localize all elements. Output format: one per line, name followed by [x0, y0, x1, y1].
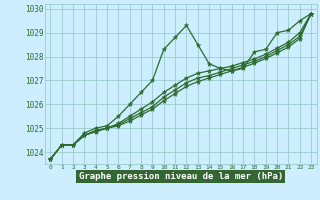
X-axis label: Graphe pression niveau de la mer (hPa): Graphe pression niveau de la mer (hPa): [79, 172, 283, 181]
